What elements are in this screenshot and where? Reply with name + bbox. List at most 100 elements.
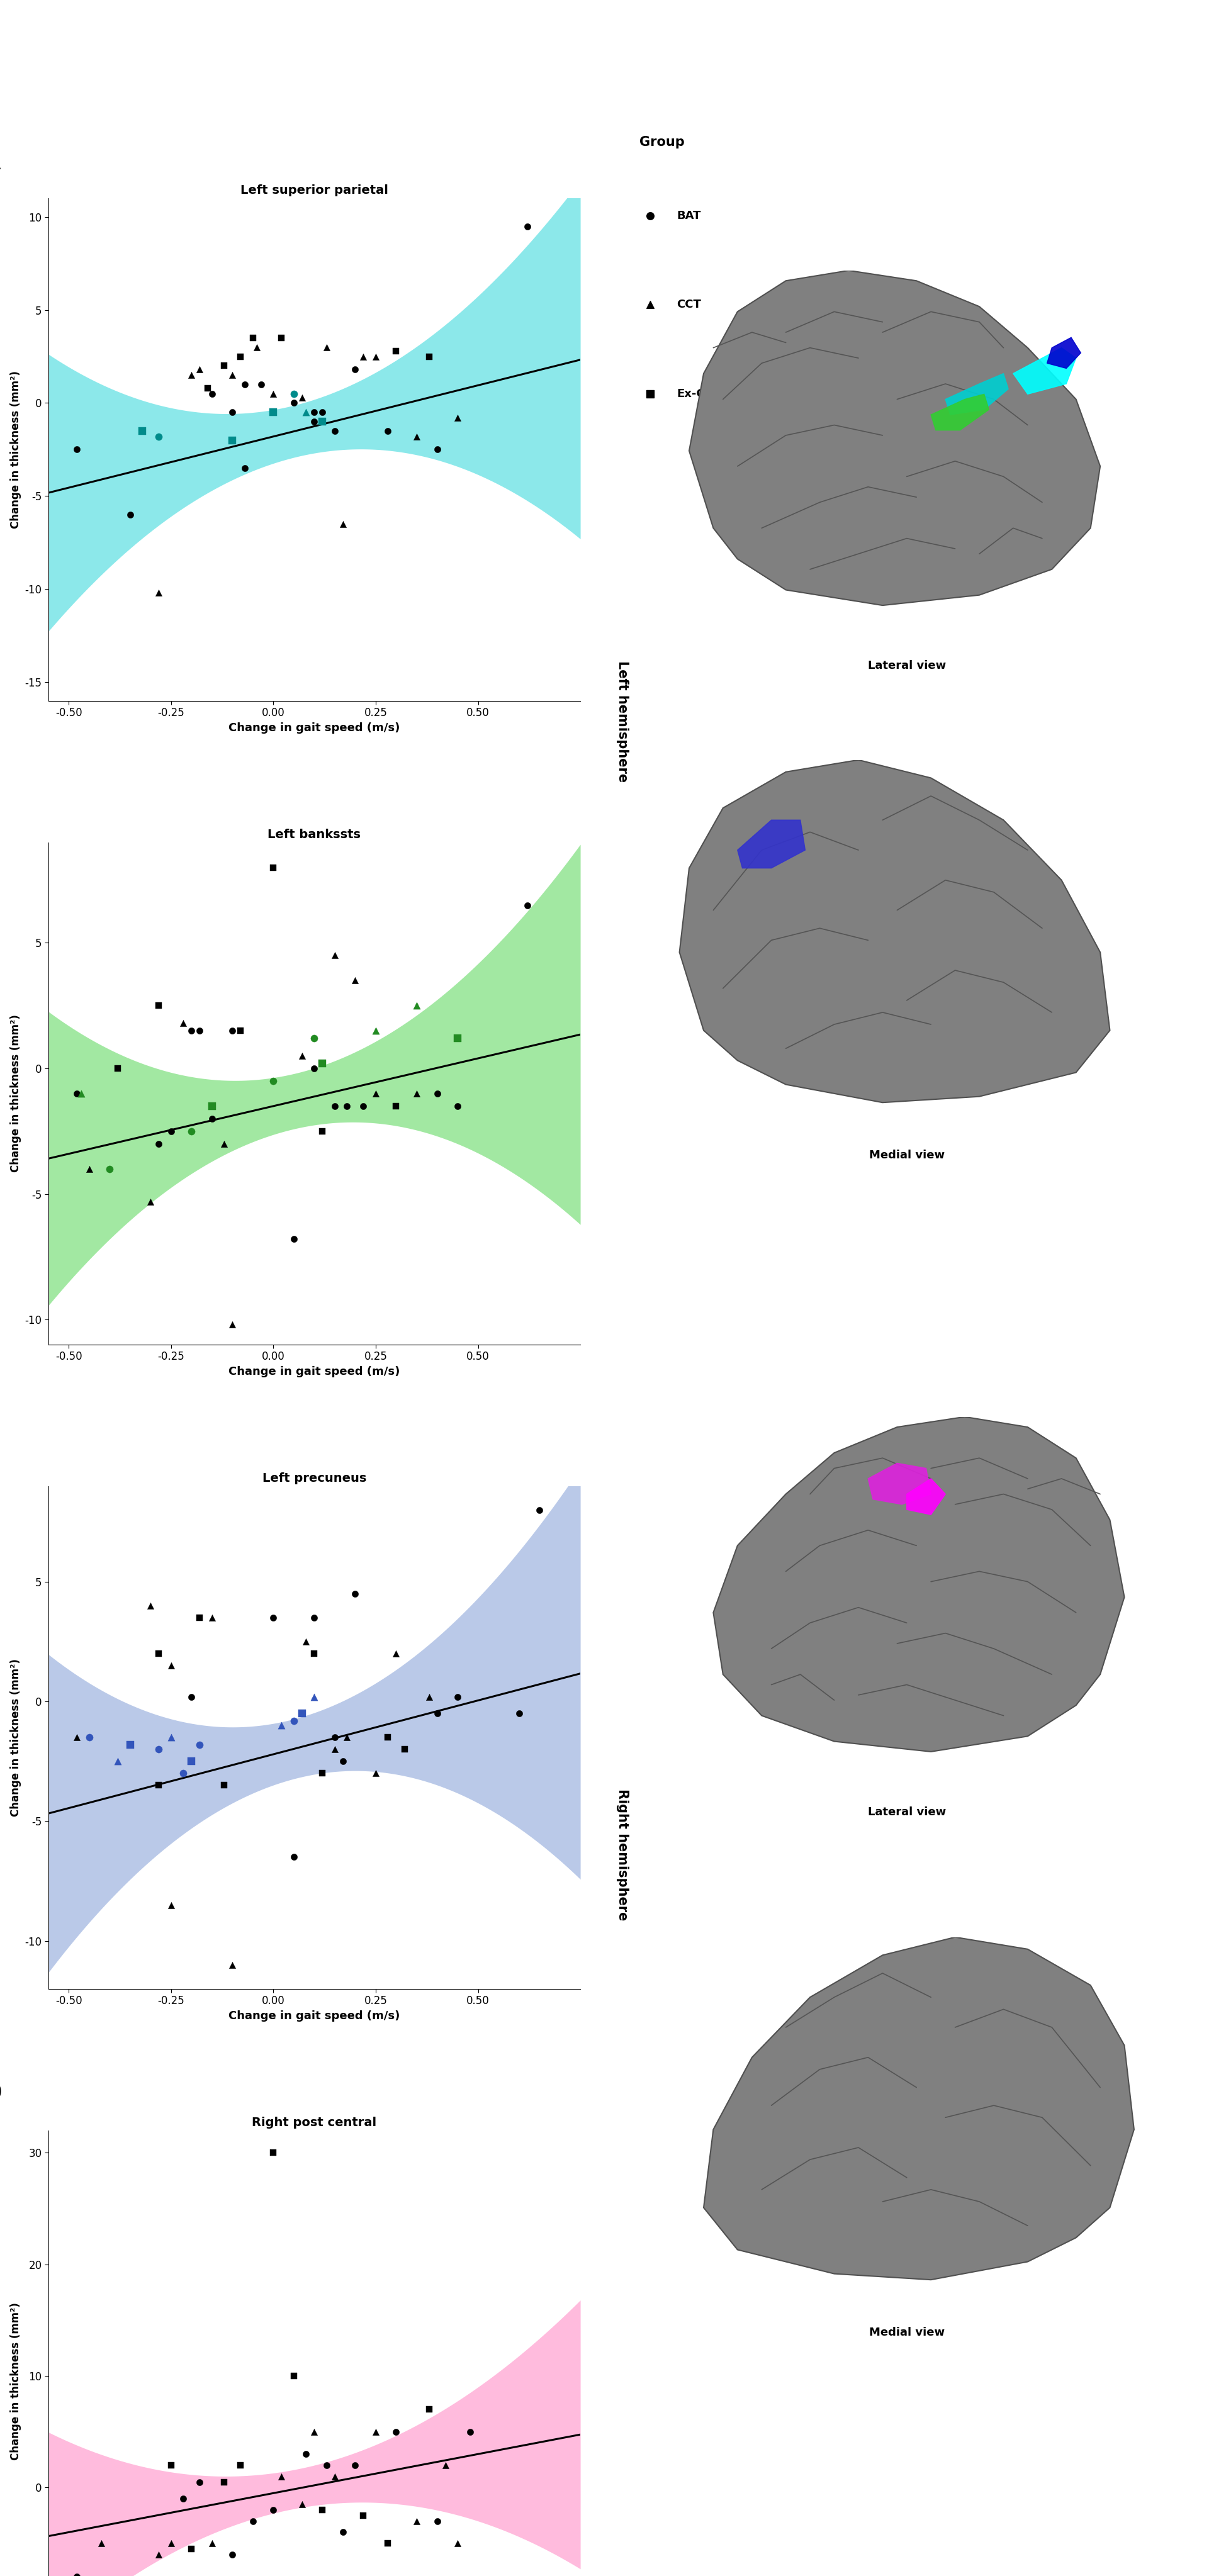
Point — [447, 1084, 467, 1126]
Text: Group: Group — [640, 137, 684, 149]
Point — [222, 1010, 242, 1051]
Point — [141, 1180, 161, 1221]
Point — [293, 376, 312, 417]
Point — [222, 2535, 242, 2576]
Point — [100, 1149, 120, 1190]
Title: Right post central: Right post central — [251, 2117, 377, 2128]
Point — [366, 335, 386, 376]
Point — [296, 392, 316, 433]
Point — [435, 2445, 455, 2486]
Point — [325, 410, 345, 451]
Point — [162, 1886, 181, 1927]
Point — [202, 1084, 221, 1126]
Point — [215, 345, 235, 386]
Point — [334, 1741, 353, 1783]
Point — [190, 1597, 209, 1638]
Text: Ex-CCT: Ex-CCT — [677, 389, 721, 399]
Point — [313, 2488, 332, 2530]
Point — [133, 410, 152, 451]
Point — [407, 2501, 427, 2543]
Point — [378, 2522, 398, 2563]
Point — [378, 1716, 398, 1757]
Point — [272, 1705, 291, 1747]
Point — [366, 1072, 386, 1113]
Point — [243, 2501, 262, 2543]
Point — [284, 381, 303, 422]
Point — [181, 1010, 201, 1051]
Point — [162, 1716, 181, 1757]
Point — [428, 1692, 447, 1734]
Point — [354, 1084, 374, 1126]
Point — [346, 1574, 365, 1615]
Point — [325, 1716, 345, 1757]
Point — [202, 374, 221, 415]
Point — [80, 1716, 99, 1757]
Point — [190, 1010, 209, 1051]
Point — [366, 1752, 386, 1793]
Point — [284, 1700, 303, 1741]
Point — [293, 1692, 312, 1734]
Point — [325, 935, 345, 976]
Text: Medial view: Medial view — [869, 1149, 944, 1162]
Polygon shape — [713, 1417, 1124, 1752]
Point — [198, 368, 218, 410]
Polygon shape — [1013, 348, 1076, 394]
Text: Left hemisphere: Left hemisphere — [617, 659, 629, 783]
Point — [190, 348, 209, 389]
Point — [174, 1002, 193, 1043]
Point — [68, 1716, 87, 1757]
Point — [264, 374, 283, 415]
Point — [296, 1620, 316, 1662]
Point — [190, 2463, 209, 2504]
Point — [325, 1084, 345, 1126]
Point — [387, 1633, 406, 1674]
Point — [305, 1633, 324, 1674]
Point — [313, 402, 332, 443]
Point — [447, 397, 467, 438]
Point — [68, 2555, 87, 2576]
Point — [354, 335, 374, 376]
Polygon shape — [689, 270, 1100, 605]
Point — [447, 1018, 467, 1059]
Point — [387, 2411, 406, 2452]
Point — [181, 1110, 201, 1151]
Point — [162, 1110, 181, 1151]
Point — [68, 430, 87, 471]
Point — [174, 1752, 193, 1793]
Point — [149, 415, 168, 456]
Point — [346, 348, 365, 389]
Y-axis label: Change in thickness (mm²): Change in thickness (mm²) — [10, 1659, 22, 1816]
Point — [248, 327, 267, 368]
Point — [334, 2512, 353, 2553]
Point — [305, 1677, 324, 1718]
Point — [394, 1728, 413, 1770]
Point — [378, 410, 398, 451]
Text: Medial view: Medial view — [869, 2326, 944, 2339]
Point — [162, 2522, 181, 2563]
Point — [231, 2445, 250, 2486]
Point — [243, 317, 262, 358]
Point — [284, 374, 303, 415]
Point — [305, 402, 324, 443]
Point — [162, 1646, 181, 1687]
Polygon shape — [945, 374, 1008, 415]
Point — [296, 2434, 316, 2476]
Point — [313, 392, 332, 433]
Point — [222, 355, 242, 397]
Text: BAT: BAT — [677, 211, 701, 222]
Point — [447, 1677, 467, 1718]
Point — [264, 2133, 283, 2174]
Polygon shape — [679, 760, 1110, 1103]
Point — [272, 317, 291, 358]
Point — [149, 572, 168, 613]
Point — [428, 1072, 447, 1113]
Point — [447, 2522, 467, 2563]
Point — [428, 2501, 447, 2543]
X-axis label: Change in gait speed (m/s): Change in gait speed (m/s) — [229, 1365, 400, 1378]
Point — [313, 1752, 332, 1793]
Text: Lateral view: Lateral view — [868, 1806, 945, 1819]
Point — [926, 33, 945, 75]
Point — [68, 1072, 87, 1113]
Point — [313, 1043, 332, 1084]
Point — [149, 1765, 168, 1806]
